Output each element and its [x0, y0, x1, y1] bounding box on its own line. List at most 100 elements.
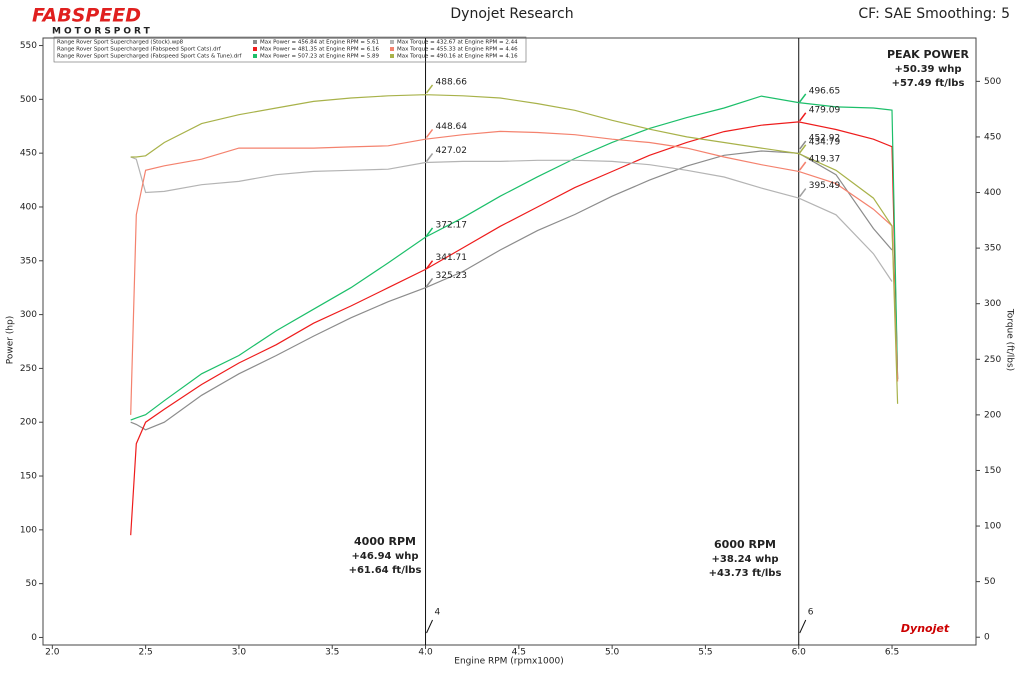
- callout-line: +46.94 whp: [351, 551, 418, 562]
- annotation-arrow: [799, 161, 807, 171]
- plot-frame: [42, 37, 977, 646]
- legend-swatch: [253, 47, 257, 51]
- annotation-label: 488.66: [436, 77, 468, 87]
- callout-title: 6000 RPM: [714, 538, 776, 551]
- y-tick-label: 0: [31, 633, 37, 643]
- report-title: Dynojet Research: [450, 6, 573, 22]
- annotation-label: 341.71: [436, 253, 468, 263]
- y-tick-label: 400: [20, 202, 37, 212]
- y2-tick-label: 150: [984, 466, 1001, 476]
- y-tick-label: 300: [20, 310, 37, 320]
- series-line: [130, 156, 893, 282]
- legend-swatch: [253, 54, 257, 58]
- legend-swatch: [390, 54, 394, 58]
- x-tick-label: 6.5: [885, 648, 899, 658]
- annotation-label: 448.64: [436, 122, 468, 132]
- brand: FABSPEED: [32, 5, 141, 27]
- x-tick-label: 3.5: [325, 648, 339, 658]
- annotation-label: 395.49: [809, 181, 841, 191]
- legend-file: Range Rover Sport Supercharged (Fabspeed…: [57, 54, 243, 60]
- annotation-arrow: [425, 227, 434, 237]
- legend-file: Range Rover Sport Supercharged (Fabspeed…: [57, 47, 222, 53]
- footer-logo: Dynojet: [901, 622, 950, 635]
- callout-line: +43.73 ft/lbs: [709, 568, 782, 579]
- y2-tick-label: 500: [984, 77, 1001, 87]
- cursor-arrow: [799, 619, 807, 634]
- x-tick-label: 5.5: [698, 648, 712, 658]
- y-tick-label: 500: [20, 95, 37, 105]
- annotation-arrow: [799, 188, 807, 197]
- legend-file: Range Rover Sport Supercharged (Stock).w…: [57, 40, 184, 46]
- y-tick-label: 350: [20, 256, 37, 266]
- y2-tick-label: 50: [984, 577, 996, 587]
- annotation-arrow: [425, 260, 434, 270]
- x-tick-label: 6.0: [792, 648, 807, 658]
- annotation-arrow: [425, 277, 434, 287]
- callout-line: +57.49 ft/lbs: [892, 78, 965, 89]
- y-tick-label: 100: [20, 525, 37, 535]
- cursor-label: 4: [435, 608, 441, 618]
- annotation-label: 427.02: [436, 146, 468, 156]
- y2-tick-label: 250: [984, 355, 1001, 365]
- callout-line: +61.64 ft/lbs: [349, 565, 422, 576]
- legend-power: Max Power = 481.35 at Engine RPM = 6.16: [260, 47, 379, 53]
- annotation-label: 325.23: [436, 271, 468, 281]
- callout-line: +38.24 whp: [711, 554, 778, 565]
- annotation-label: 372.17: [436, 220, 468, 230]
- y2-tick-label: 0: [984, 633, 990, 643]
- y2-tick-label: 400: [984, 188, 1001, 198]
- annotation-arrow: [799, 112, 807, 122]
- series-line: [130, 150, 893, 431]
- y2-axis-label: Torque (ft/lbs): [1005, 308, 1015, 371]
- legend-swatch: [390, 40, 394, 44]
- series-line: [130, 95, 899, 421]
- annotation-arrow: [425, 153, 434, 162]
- cursor-label: 6: [808, 608, 814, 618]
- annotation-label: 434.79: [809, 137, 841, 147]
- x-tick-label: 2.5: [138, 648, 152, 658]
- y-axis-label: Power (hp): [6, 316, 16, 365]
- y2-tick-label: 350: [984, 244, 1001, 254]
- annotation-label: 479.09: [809, 105, 841, 115]
- x-axis-label: Engine RPM (rpmx1000): [454, 657, 563, 667]
- annotation-arrow: [799, 144, 807, 154]
- callout-line: +50.39 whp: [894, 64, 961, 75]
- y2-tick-label: 100: [984, 522, 1001, 532]
- legend-torque: Max Torque = 455.33 at Engine RPM = 4.46: [397, 47, 518, 53]
- annotation-arrow: [799, 93, 807, 103]
- y-tick-label: 550: [20, 41, 37, 51]
- legend-swatch: [390, 47, 394, 51]
- legend-power: Max Power = 507.23 at Engine RPM = 5.89: [260, 54, 379, 60]
- cursor-arrow: [426, 619, 433, 634]
- x-tick-label: 3.0: [232, 648, 247, 658]
- settings: CF: SAE Smoothing: 5: [858, 6, 1010, 22]
- series-line: [130, 121, 899, 536]
- legend-power: Max Power = 456.84 at Engine RPM = 5.61: [260, 40, 379, 46]
- series-line: [130, 94, 899, 404]
- x-tick-label: 5.0: [605, 648, 620, 658]
- legend-box: [53, 36, 527, 63]
- annotation-arrow: [425, 84, 434, 94]
- annotation-label: 452.92: [809, 134, 841, 144]
- y-tick-label: 200: [20, 418, 37, 428]
- y-tick-label: 50: [26, 579, 38, 589]
- y2-tick-label: 450: [984, 132, 1001, 142]
- y-tick-label: 450: [20, 149, 37, 159]
- annotation-arrow: [799, 140, 807, 150]
- annotation-arrow: [425, 129, 434, 138]
- brand-sub: MOTORSPORT: [52, 27, 153, 37]
- legend-torque: Max Torque = 432.67 at Engine RPM = 2.44: [397, 40, 518, 46]
- y2-tick-label: 200: [984, 410, 1001, 420]
- annotation-label: 419.37: [809, 154, 841, 164]
- annotation-label: 496.65: [809, 86, 841, 96]
- callout-title: 4000 RPM: [354, 535, 416, 548]
- y-tick-label: 250: [20, 364, 37, 374]
- series-line: [130, 130, 899, 415]
- y-tick-label: 150: [20, 472, 37, 482]
- x-tick-label: 4.0: [418, 648, 433, 658]
- legend-swatch: [253, 40, 257, 44]
- callout-title: PEAK POWER: [887, 48, 970, 61]
- x-tick-label: 2.0: [45, 648, 60, 658]
- y2-tick-label: 300: [984, 299, 1001, 309]
